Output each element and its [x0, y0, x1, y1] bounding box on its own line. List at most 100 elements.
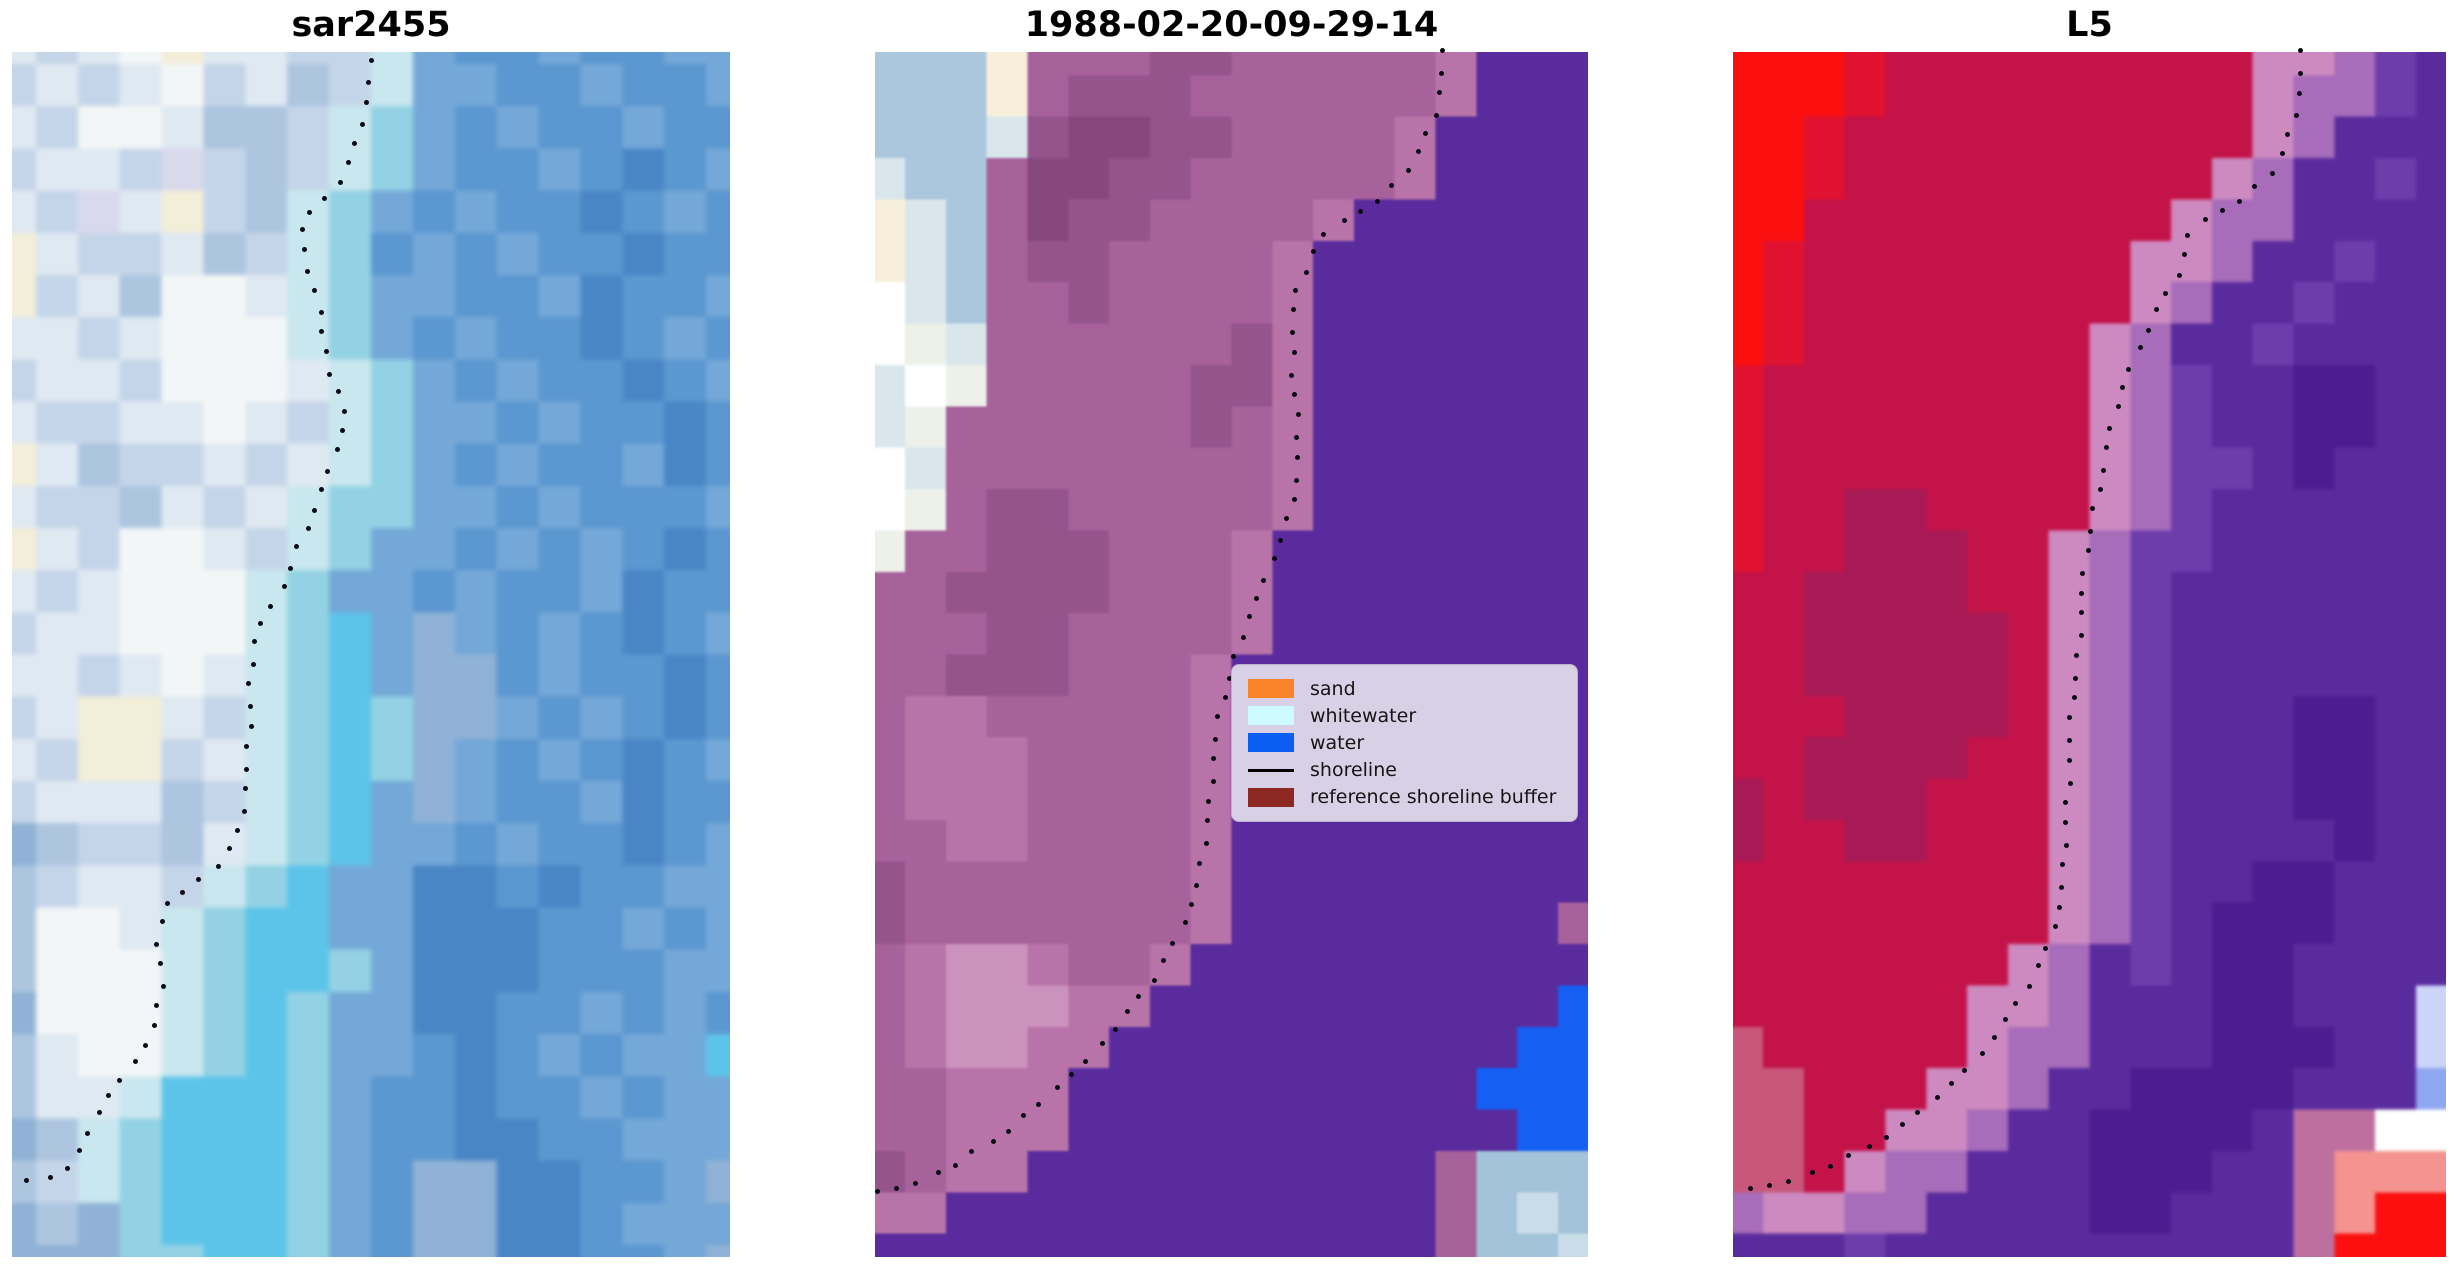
shoreline-dot — [912, 1180, 918, 1186]
shoreline-dot — [2097, 487, 2103, 493]
shoreline-dot — [1036, 1101, 1042, 1107]
shoreline-dot — [1006, 1128, 1012, 1134]
shoreline-dot — [1055, 1085, 1061, 1091]
shoreline-dot — [2067, 714, 2073, 720]
shoreline-dot — [360, 122, 366, 128]
shoreline-dot — [1247, 613, 1253, 619]
shoreline-dot — [2181, 251, 2187, 257]
shoreline-dot — [234, 828, 240, 834]
shoreline-dot — [1439, 71, 1445, 77]
shoreline-dot — [258, 620, 263, 626]
shoreline-dot — [2270, 170, 2276, 176]
shoreline-dot — [2126, 366, 2132, 372]
panel-classified: sand whitewater water shoreline reference sh… — [875, 48, 1588, 1257]
shoreline-dot — [1293, 477, 1299, 483]
l5-image-wrap — [1733, 52, 2446, 1257]
shoreline-dot — [1205, 798, 1211, 804]
shoreline-dot — [226, 845, 232, 851]
shoreline-dot — [245, 681, 251, 687]
shoreline-dot — [196, 876, 202, 882]
shoreline-dot — [1152, 978, 1158, 984]
shoreline-dot — [1294, 454, 1300, 460]
shoreline-dot — [85, 1131, 91, 1137]
shoreline-dot — [335, 446, 341, 452]
shoreline-dots-l5 — [1733, 48, 2446, 1257]
legend-swatch-water-patch — [1248, 733, 1294, 753]
shoreline-dot — [2062, 800, 2068, 806]
legend: sand whitewater water shoreline reference sh… — [1231, 664, 1578, 822]
shoreline-dot — [1231, 653, 1237, 659]
shoreline-dot — [1182, 919, 1188, 925]
l5-image — [1733, 52, 2446, 1257]
panel-title-date: 1988-02-20-09-29-14 — [1024, 5, 1439, 45]
legend-items: sand whitewater water shoreline reference sh… — [1248, 675, 1565, 811]
shoreline-dot — [368, 57, 374, 63]
shoreline-dot — [1767, 1182, 1773, 1188]
shoreline-dot — [2236, 198, 2242, 204]
shoreline-dot — [2063, 819, 2069, 825]
shoreline-dot — [1341, 218, 1347, 224]
shoreline-dot — [2073, 652, 2079, 658]
shoreline-dot — [1136, 993, 1142, 999]
shoreline-dot — [1962, 1067, 1968, 1073]
panel-sar2455 — [12, 52, 730, 1257]
shoreline-dot — [2067, 780, 2073, 786]
sar2455-image-wrap — [12, 52, 730, 1257]
shoreline-dot — [2059, 885, 2065, 891]
shoreline-dot — [299, 227, 305, 233]
shoreline-dot — [1293, 288, 1299, 294]
shoreline-dot — [1867, 1144, 1873, 1150]
shoreline-dot — [153, 941, 159, 947]
shoreline-dot — [1241, 635, 1247, 641]
shoreline-dot — [1321, 232, 1327, 238]
shoreline-dot — [305, 526, 311, 532]
legend-item-label: sand — [1310, 677, 1356, 700]
shoreline-dot — [2013, 1000, 2018, 1006]
shoreline-dot — [2280, 150, 2286, 156]
shoreline-dot — [1214, 714, 1220, 720]
shoreline-dot — [1211, 779, 1217, 785]
shoreline-dot — [2101, 468, 2107, 474]
shoreline-dot — [1290, 330, 1296, 336]
shoreline-dot — [2296, 90, 2302, 96]
shoreline-dot — [159, 918, 165, 924]
shoreline-dot — [2067, 757, 2073, 763]
shoreline-dot — [165, 900, 171, 906]
legend-swatch-shoreline-line — [1248, 768, 1294, 772]
shoreline-dot — [1193, 883, 1199, 889]
shoreline-dot — [2293, 113, 2299, 119]
shoreline-dot — [241, 808, 247, 814]
legend-swatch-sand-patch — [1248, 679, 1294, 699]
shoreline-dot — [2042, 945, 2048, 951]
shoreline-dot — [302, 246, 308, 252]
shoreline-dot — [1021, 1113, 1027, 1119]
shoreline-dot — [154, 1003, 160, 1009]
shoreline-dot — [2252, 183, 2258, 189]
legend-item-label: water — [1310, 731, 1365, 754]
shoreline-dot — [2027, 983, 2033, 989]
shoreline-dot — [312, 508, 318, 514]
shoreline-dot — [1283, 515, 1289, 521]
shoreline-dot — [2078, 633, 2084, 639]
shoreline-dot — [105, 1092, 111, 1098]
shoreline-dot — [1423, 131, 1429, 137]
shoreline-dot — [1845, 1153, 1851, 1159]
shoreline-dot — [1440, 48, 1446, 54]
shoreline-dot — [351, 141, 357, 147]
shoreline-dot — [1222, 694, 1228, 700]
shoreline-dot — [318, 486, 324, 492]
shoreline-dot — [969, 1149, 975, 1155]
shoreline-dot — [304, 268, 310, 274]
shoreline-dot — [1291, 349, 1297, 355]
shoreline-dot — [338, 180, 344, 186]
shoreline-dot — [312, 287, 318, 293]
shoreline-dot — [281, 584, 287, 590]
shoreline-dot — [133, 1058, 139, 1064]
shoreline-dot — [2067, 738, 2073, 743]
shoreline-dot — [875, 1188, 881, 1194]
legend-item: whitewater — [1248, 704, 1565, 728]
shoreline-dot — [2035, 963, 2041, 969]
shoreline-dot — [1203, 841, 1209, 847]
shoreline-dot — [1125, 1008, 1131, 1014]
legend-item: reference shoreline buffer — [1248, 785, 1565, 809]
